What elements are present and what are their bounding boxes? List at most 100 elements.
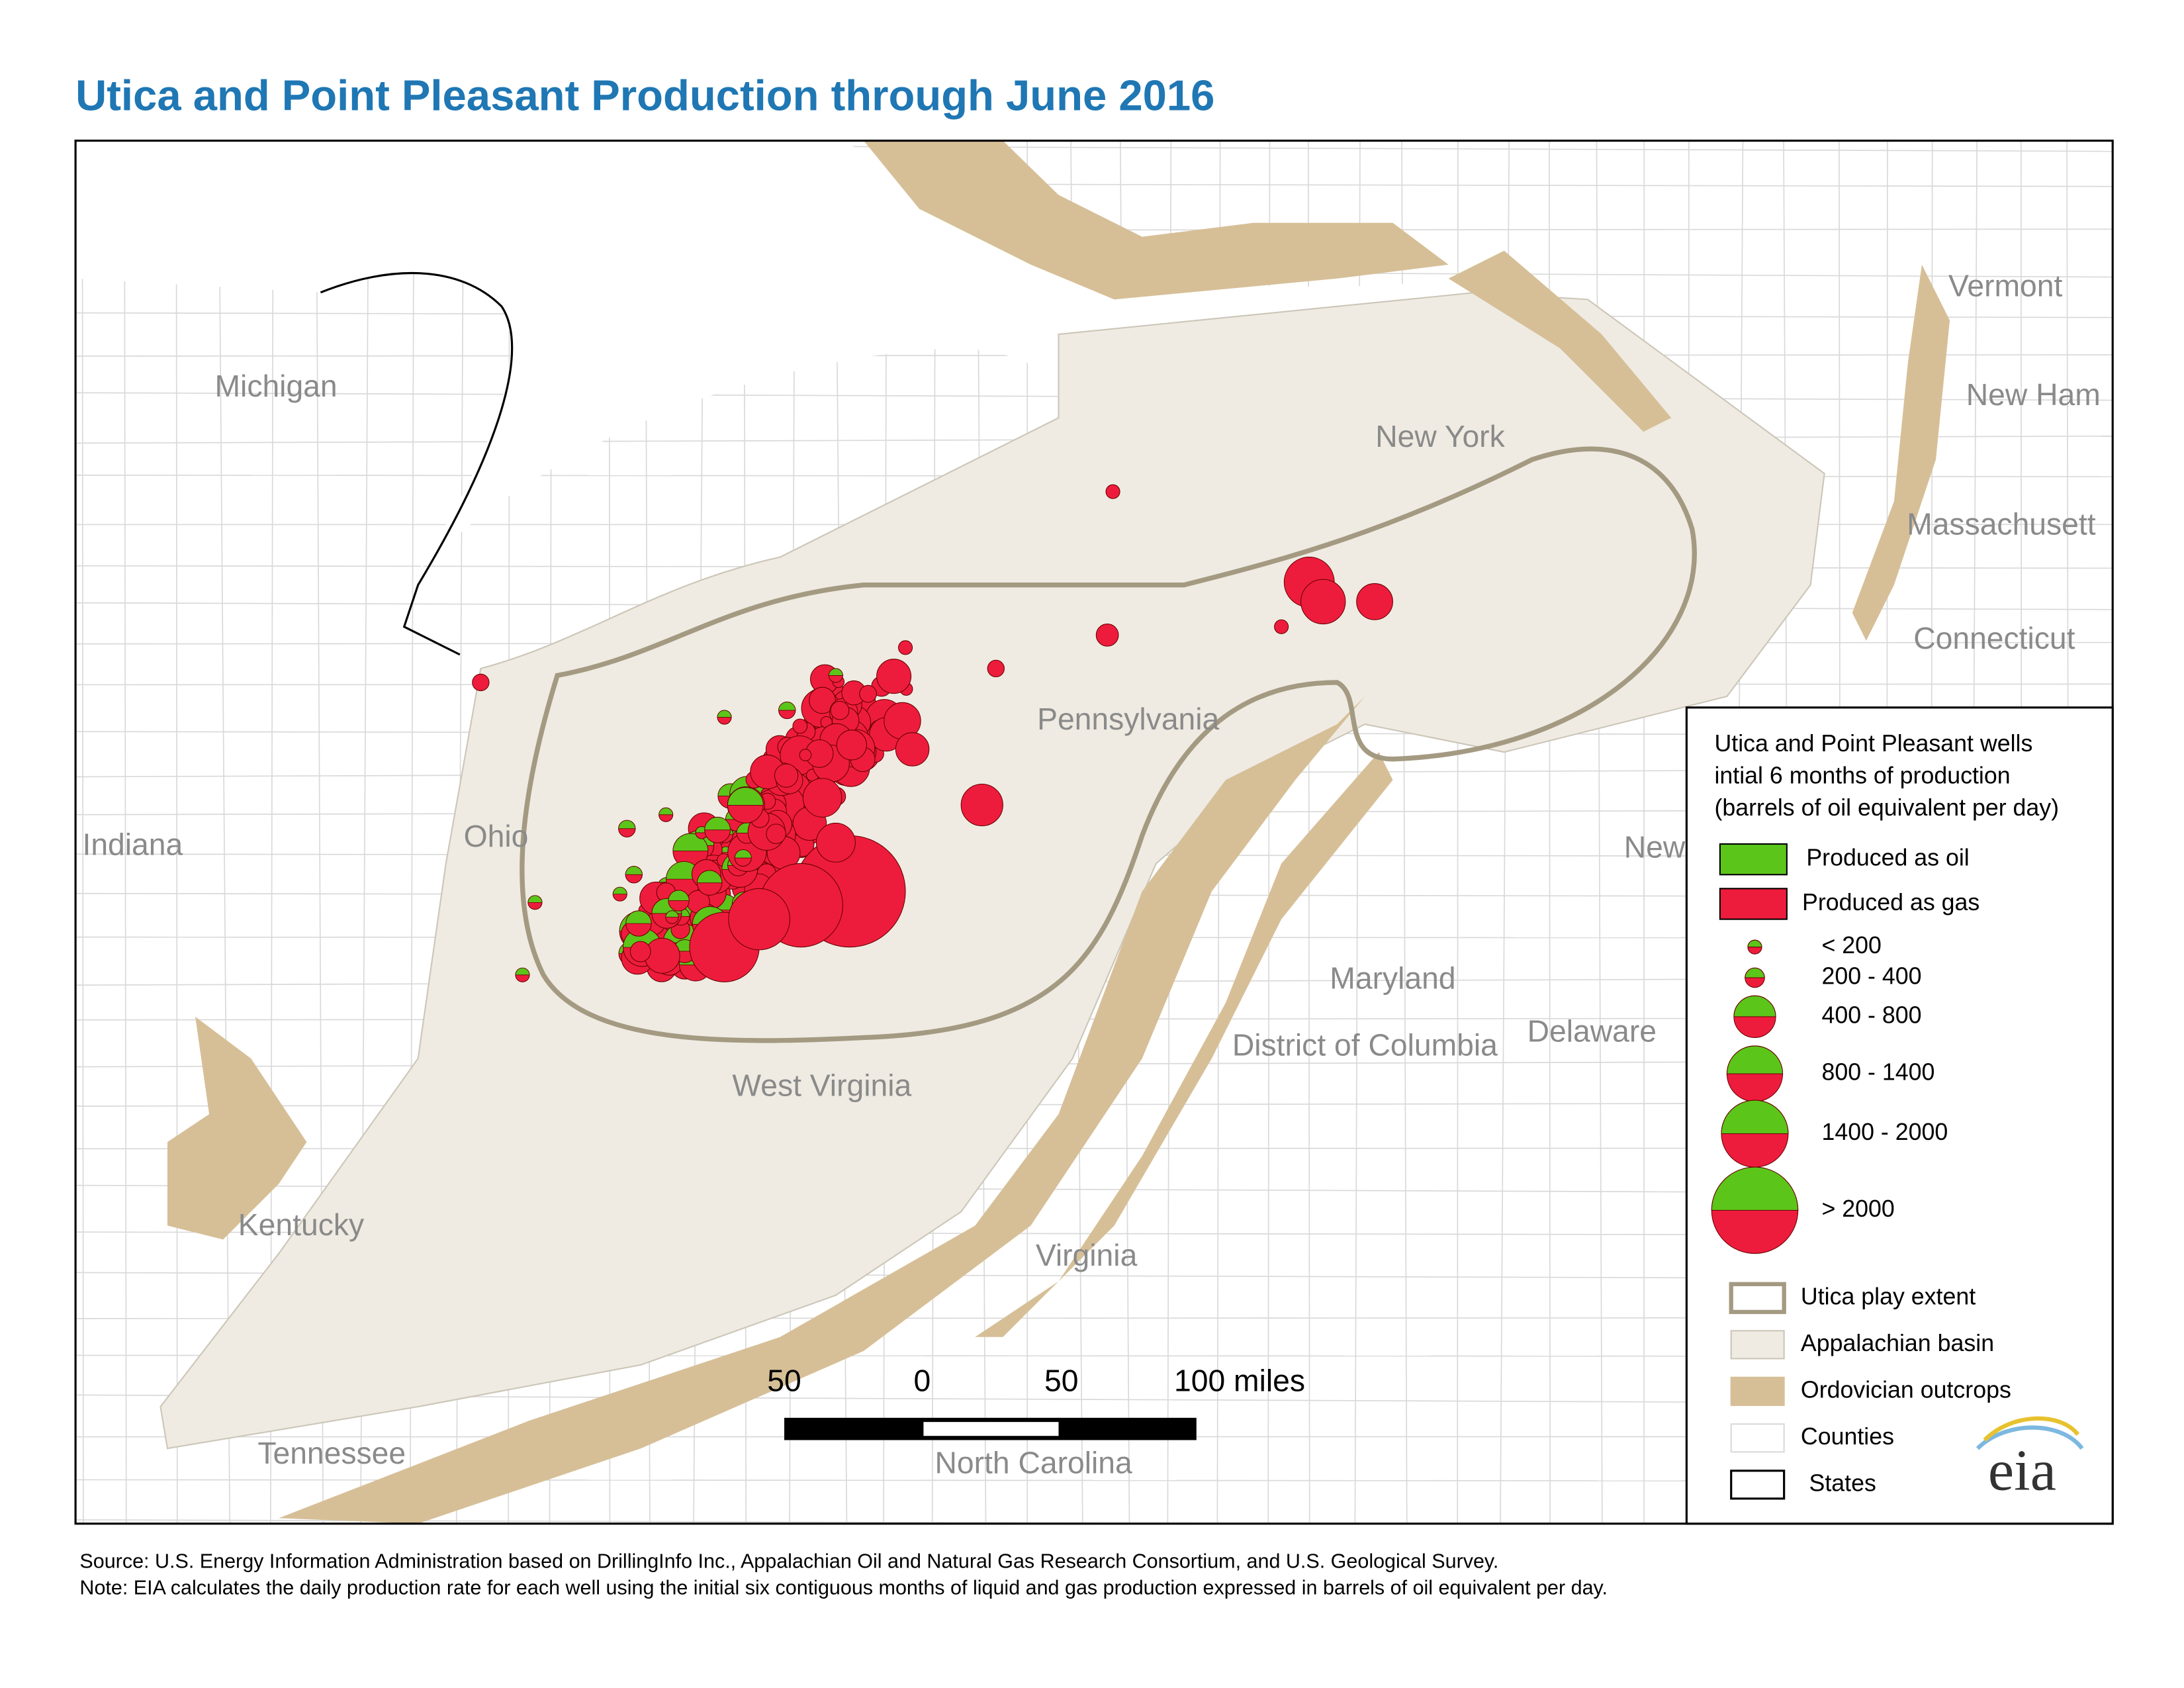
well-oil — [778, 701, 796, 711]
well — [766, 823, 786, 844]
legend-size-label: < 200 — [1821, 932, 1881, 959]
outcrop — [975, 752, 1393, 1337]
state-label: Maryland — [1330, 961, 1455, 995]
legend-layer-label: Utica play extent — [1801, 1283, 1976, 1309]
well-oil — [727, 787, 764, 806]
well-oil — [704, 817, 731, 831]
well — [1274, 619, 1289, 634]
lake — [75, 140, 1490, 571]
legend-layer-label: Counties — [1801, 1423, 1894, 1450]
wells — [472, 484, 1393, 982]
well — [898, 640, 913, 655]
state-label: Ohio — [464, 819, 529, 853]
title: Utica and Point Pleasant Production thro… — [75, 71, 1214, 120]
scale-bar — [784, 1417, 1197, 1440]
well-oil — [734, 849, 752, 859]
scale-label: 50 — [1044, 1363, 1078, 1397]
legend: Utica and Point Pleasant wells intial 6 m… — [1711, 730, 2059, 1500]
scale-label: 0 — [913, 1363, 931, 1397]
outcrop — [863, 140, 1449, 300]
state-label: Indiana — [82, 827, 183, 861]
well — [1300, 579, 1346, 625]
legend-size-label: 800 - 1400 — [1821, 1059, 1934, 1086]
well — [987, 659, 1005, 678]
county-line — [218, 140, 231, 1524]
state-label: Michigan — [215, 369, 338, 403]
state-label: District of Columbia — [1232, 1027, 1498, 1062]
well — [728, 888, 790, 951]
state-label: West Virginia — [732, 1068, 911, 1102]
legend-layer-swatch — [1729, 1282, 1786, 1315]
well-oil — [527, 895, 543, 903]
state-label: Tennessee — [257, 1436, 406, 1470]
outcrop — [1448, 250, 1672, 432]
well — [876, 659, 912, 694]
state-label: Virginia — [1036, 1238, 1138, 1272]
legend-layer-label: Appalachian basin — [1801, 1330, 1994, 1356]
well — [836, 729, 867, 761]
legend-label: Produced as gas — [1802, 889, 1979, 915]
well-oil — [828, 668, 843, 676]
legend-layer-swatch — [1730, 1470, 1786, 1500]
source-note: Source: U.S. Energy Information Administ… — [79, 1550, 1498, 1573]
legend-layer-label: States — [1809, 1470, 1876, 1496]
well — [799, 749, 812, 761]
well-oil — [612, 886, 627, 895]
well — [895, 732, 930, 767]
logo: eia — [1988, 1438, 2056, 1503]
legend-layer-label: Ordovician outcrops — [1801, 1376, 2011, 1403]
shoreline — [320, 271, 514, 656]
map-body: Michigan Indiana Ohio Kentucky Tennessee West… — [75, 140, 2122, 1524]
well — [472, 673, 490, 692]
state-label: Delaware — [1527, 1013, 1657, 1048]
legend-size-oil — [1733, 995, 1776, 1017]
legend-size-oil — [1726, 1045, 1784, 1074]
well — [774, 763, 799, 788]
well-oil — [665, 910, 679, 917]
well — [629, 941, 651, 962]
logo-arc — [1976, 1425, 2084, 1450]
state-label: Pennsylvania — [1037, 702, 1219, 736]
well — [1095, 624, 1119, 647]
state-label: New — [1624, 830, 1686, 865]
outcrop — [167, 1016, 307, 1240]
well-oil — [659, 807, 674, 816]
well — [1105, 484, 1120, 499]
well-oil — [717, 710, 732, 718]
well-oil — [618, 820, 636, 829]
note: Note: EIA calculates the daily productio… — [79, 1577, 1608, 1599]
legend-swatch — [1719, 888, 1788, 920]
county-line — [2121, 141, 2122, 1524]
legend-size-oil — [1721, 1100, 1789, 1135]
well — [809, 686, 836, 714]
well-oil — [668, 890, 690, 902]
state-label: Kentucky — [238, 1207, 365, 1242]
legend-layer-swatch — [1730, 1423, 1785, 1453]
outcrop — [1852, 264, 1950, 641]
legend-swatch — [1719, 843, 1788, 876]
legend-layer-swatch — [1730, 1330, 1785, 1360]
state-labels: Michigan Indiana Ohio Kentucky Tennessee West… — [82, 269, 2100, 1480]
legend-size-label: 200 - 400 — [1821, 962, 1921, 989]
well — [792, 718, 808, 734]
scale-label: 100 miles — [1174, 1363, 1305, 1397]
legend-size-oil — [1745, 967, 1765, 978]
county-line — [81, 140, 84, 1524]
legend-layer-swatch — [1730, 1376, 1785, 1406]
state-label: New Ham — [1966, 377, 2101, 412]
legend-label: Produced as oil — [1806, 845, 1969, 871]
legend-size-label: 400 - 800 — [1821, 1002, 1921, 1028]
well — [960, 784, 1003, 827]
legend-title: intial 6 months of production — [1714, 762, 2010, 788]
state-label: Massachusett — [1907, 507, 2096, 541]
state-label: Vermont — [1948, 269, 2062, 303]
well-oil — [696, 870, 723, 884]
well — [830, 700, 850, 720]
legend-title: Utica and Point Pleasant wells — [1714, 730, 2032, 757]
well — [1356, 583, 1393, 620]
legend-title: (barrels of oil equivalent per day) — [1714, 794, 2059, 821]
well-oil — [515, 967, 530, 976]
well-oil — [625, 910, 652, 924]
